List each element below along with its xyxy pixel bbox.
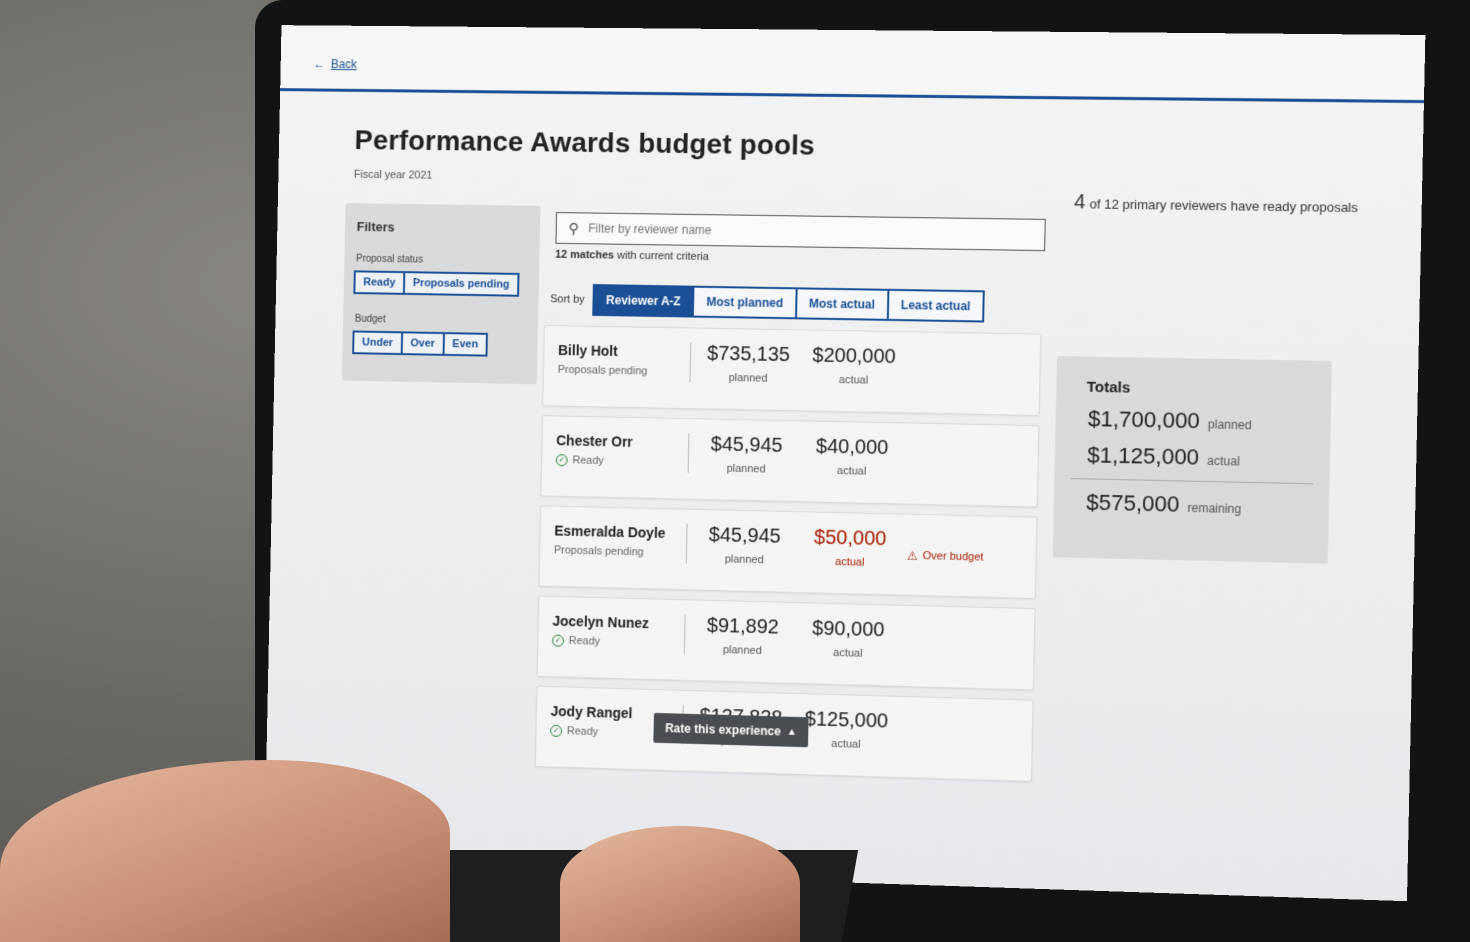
- actual-amount: $40,000 actual: [815, 435, 889, 478]
- check-circle-icon: ✓: [550, 724, 563, 738]
- total-actual: $1,125,000 actual: [1087, 442, 1241, 470]
- reviewer-row[interactable]: Billy Holt Proposals pending $735,135 pla…: [542, 324, 1042, 417]
- fiscal-year: Fiscal year 2021: [353, 168, 433, 182]
- planned-amount: $735,135 planned: [706, 342, 791, 385]
- over-budget-warning: ⚠ Over budget: [906, 548, 984, 564]
- divider: [689, 342, 692, 383]
- reviewer-status: ✓ Ready: [551, 634, 600, 648]
- page-title: Performance Awards budget pools: [354, 124, 816, 161]
- sort-most-planned-button[interactable]: Most planned: [692, 285, 798, 320]
- filter-over-button[interactable]: Over: [400, 331, 445, 356]
- right-hand: [560, 826, 800, 942]
- totals-title: Totals: [1086, 378, 1131, 397]
- reviewer-status: ✓ Ready: [555, 454, 604, 467]
- sort-most-actual-button[interactable]: Most actual: [794, 287, 890, 321]
- proposal-status-toggle: Ready Proposals pending: [353, 270, 539, 297]
- filter-ready-button[interactable]: Ready: [353, 270, 406, 295]
- search-field: ⚲: [555, 212, 1046, 252]
- sort-reviewer-az-button[interactable]: Reviewer A-Z: [592, 284, 695, 318]
- total-planned: $1,700,000 planned: [1087, 405, 1252, 434]
- actual-amount: $90,000 actual: [812, 617, 885, 660]
- filters-panel: Filters Proposal status Ready Proposals …: [341, 203, 541, 385]
- reviewer-row[interactable]: Jocelyn Nunez ✓ Ready $91,892 planned $90,…: [536, 595, 1036, 691]
- warning-triangle-icon: ⚠: [906, 548, 918, 564]
- matches-count: 12 matches: [555, 248, 615, 262]
- proposal-status-label: Proposal status: [355, 253, 424, 266]
- divider: [687, 433, 690, 473]
- left-hand: [0, 760, 450, 942]
- budget-label: Budget: [354, 313, 386, 326]
- totals-panel: Totals $1,700,000 planned $1,125,000 actua…: [1052, 355, 1332, 564]
- actual-amount: $200,000 actual: [812, 344, 896, 387]
- chevron-up-icon: ▲: [786, 726, 797, 738]
- reviewer-name: Billy Holt: [557, 342, 618, 360]
- check-circle-icon: ✓: [551, 634, 564, 647]
- reviewer-status: Proposals pending: [557, 363, 648, 378]
- app-screen: ← Back Performance Awards budget pools Fi…: [264, 25, 1426, 902]
- ready-text: of 12 primary reviewers have ready propo…: [1089, 196, 1358, 216]
- reviewer-name: Esmeralda Doyle: [554, 522, 666, 542]
- reviewer-name: Chester Orr: [556, 432, 633, 450]
- reviewer-row[interactable]: Esmeralda Doyle Proposals pending $45,94…: [538, 505, 1038, 600]
- planned-amount: $91,892 planned: [706, 614, 779, 658]
- divider: [685, 523, 688, 564]
- search-input[interactable]: [586, 220, 1009, 243]
- reviewer-name: Jody Rangel: [550, 702, 633, 722]
- check-circle-icon: ✓: [555, 454, 568, 467]
- planned-amount: $45,945 planned: [710, 433, 783, 476]
- back-link[interactable]: ← Back: [313, 56, 357, 72]
- matches-text: with current criteria: [616, 249, 709, 264]
- filter-under-button[interactable]: Under: [352, 330, 403, 356]
- sort-least-actual-button[interactable]: Least actual: [886, 288, 985, 323]
- divider: [683, 614, 686, 655]
- rate-experience-button[interactable]: Rate this experience ▲: [653, 712, 809, 748]
- search-icon: ⚲: [568, 219, 579, 236]
- totals-divider: [1070, 478, 1313, 485]
- ready-count: 4: [1074, 191, 1086, 214]
- matches-summary: 12 matches with current criteria: [555, 249, 709, 263]
- reviewer-name: Jocelyn Nunez: [552, 612, 650, 632]
- budget-toggle: Under Over Even: [352, 330, 538, 357]
- planned-amount: $45,945 planned: [708, 524, 781, 567]
- arrow-left-icon: ←: [313, 56, 326, 71]
- actual-amount: $50,000 actual: [813, 526, 887, 569]
- reviewer-status: ✓ Ready: [550, 724, 598, 738]
- reviewer-row[interactable]: Chester Orr ✓ Ready $45,945 planned $40,00…: [540, 415, 1040, 508]
- sort-label: Sort by: [550, 293, 585, 306]
- sort-control: Sort by Reviewer A-Z Most planned Most a…: [550, 283, 985, 323]
- reviewer-status: Proposals pending: [553, 544, 644, 559]
- filter-even-button[interactable]: Even: [442, 332, 489, 357]
- top-bar: ← Back: [280, 25, 1426, 104]
- filters-title: Filters: [356, 219, 395, 235]
- filter-proposals-pending-button[interactable]: Proposals pending: [402, 271, 520, 297]
- ready-summary: 4 of 12 primary reviewers have ready prop…: [1074, 191, 1358, 218]
- total-remaining: $575,000 remaining: [1086, 489, 1242, 517]
